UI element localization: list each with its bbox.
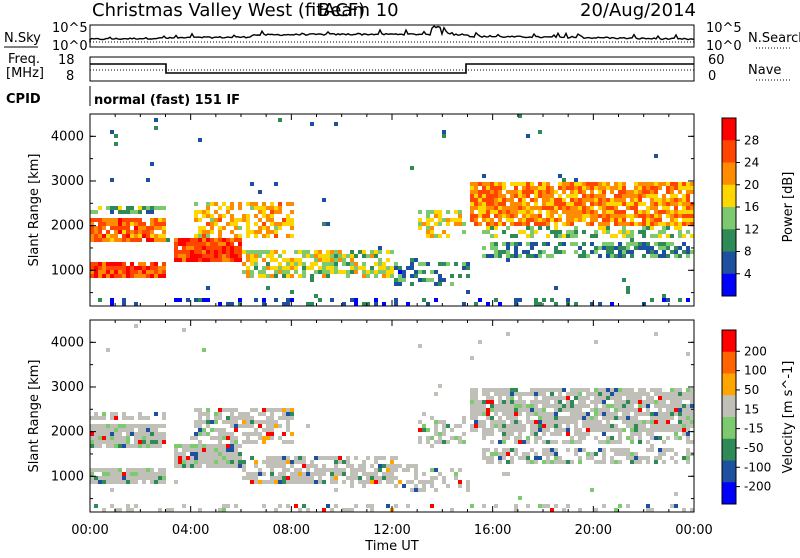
x-tick-label: 20:00 [575,523,612,538]
colorbar-tick-label: 50 [744,383,759,397]
colorbar-tick-label: 15 [744,402,759,416]
colorbar-tick-label: 24 [744,156,759,170]
velocity-colorbar: 200 100 50 15 -15 -50 -100 -200 Velocity [m s^-1… [721,329,796,505]
colorbar-tick-label: 200 [744,344,767,358]
colorbar-segment [722,118,736,141]
y-tick-label: 3000 [51,174,84,189]
colorbar-tick-label: 20 [744,178,759,192]
freq-right-tick-bottom: 0 [708,69,716,84]
freq-frame [89,56,695,82]
colorbar-tick-label: -15 [744,422,764,436]
freq-trace [90,63,694,74]
colorbar-segment [722,184,736,208]
colorbar-tick-label: -50 [744,441,764,455]
colorbar-tick-label: -200 [744,480,771,494]
colorbar-tick-label: 12 [744,222,759,236]
power-colorbar: 28 24 20 16 12 8 4 Power [dB] [721,117,796,297]
colorbar-segment [722,438,736,461]
colorbar-segment [722,251,736,275]
colorbar-segment [722,330,736,353]
freq-right-tick-top: 60 [708,53,725,68]
nsky-tick-top: 10^5 [52,21,88,36]
freq-tick-top: 18 [58,53,75,68]
colorbar-tick-label: 100 [744,364,767,378]
colorbar-segment [722,207,736,230]
colorbar-label: Velocity [m s^-1] [781,361,796,474]
x-tick-label: 16:00 [474,523,511,538]
freq-tick-bottom: 8 [66,69,74,84]
colorbar-segment [722,162,736,186]
station-title: Christmas Valley West (fitACF) [92,0,365,21]
colorbar-segment [722,395,736,418]
colorbar-tick-label: -100 [744,460,771,474]
colorbar-segment [722,273,736,297]
x-tick-label: 00:00 [71,523,108,538]
velocity-panel: 1000 2000 3000 4000 Slant Range [km] [27,319,695,513]
colorbar-tick-label: 16 [744,200,759,214]
colorbar-tick-label: 8 [744,245,752,259]
nsky-tick-bottom: 10^0 [52,39,88,54]
colorbar-label: Power [dB] [781,172,796,243]
x-tick-label: 04:00 [172,523,209,538]
nsky-panel: N.Sky 10^5 10^0 10^5 10^0 N.Search [4,21,800,54]
x-tick-label: 00:00 [675,523,712,538]
colorbar-segment [722,351,736,374]
nsky-trace [89,25,695,42]
colorbar-segment [722,417,736,440]
colorbar-tick-label: 28 [744,133,759,147]
x-axis-label: Time UT [364,539,418,554]
freq-label-line2: [MHz] [6,66,44,81]
y-tick-label: 1000 [51,263,84,278]
beam-label: Beam 10 [318,0,399,21]
colorbar-segment [722,229,736,252]
y-axis-label: Slant Range [km] [27,154,42,267]
power-panel: 1000 2000 3000 4000 Slant Range [km] [27,113,695,307]
colorbar-segment [722,482,736,505]
nsky-frame [89,24,695,48]
y-tick-label: 3000 [51,380,84,395]
nave-label: Nave [748,63,781,78]
y-tick-label: 4000 [51,129,84,144]
y-tick-label: 4000 [51,335,84,350]
x-tick-label: 08:00 [273,523,310,538]
colorbar-segment [722,373,736,396]
x-tick-label: 12:00 [373,523,410,538]
y-tick-label: 2000 [51,219,84,234]
colorbar-segment [722,140,736,163]
y-tick-label: 2000 [51,425,84,440]
y-axis-label: Slant Range [km] [27,360,42,473]
colorbar-segment [722,460,736,483]
date-label: 20/Aug/2014 [580,0,696,21]
cpid-panel: CPID normal (fast) 151 IF [6,86,240,108]
cpid-label: CPID [6,92,41,107]
nsky-right-tick-top: 10^5 [706,21,742,36]
x-axis: 00:00 04:00 08:00 12:00 16:00 20:00 00:00 Time … [71,523,712,554]
nsearch-label: N.Search [748,31,800,46]
nsky-right-tick-bottom: 10^0 [706,39,742,54]
freq-panel: Freq. [MHz] 18 8 60 0 Nave [6,52,790,84]
colorbar-tick-label: 4 [744,267,752,281]
freq-label-line1: Freq. [8,52,40,67]
nsky-label: N.Sky [4,31,41,46]
cpid-text: normal (fast) 151 IF [94,93,240,108]
y-tick-label: 1000 [51,469,84,484]
